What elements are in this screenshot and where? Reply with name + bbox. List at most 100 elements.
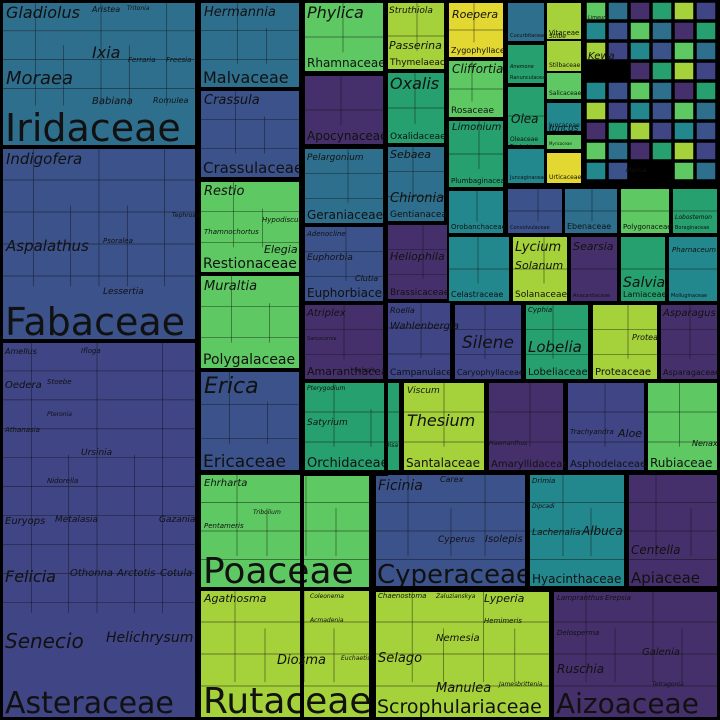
- genus-label-ehrharta: Ehrharta: [204, 478, 247, 489]
- genus-label-tetragonia: Tetragonia: [652, 681, 684, 688]
- family-label-hyacinthaceae: Hyacinthaceae: [532, 572, 621, 586]
- small-family-tile: [673, 121, 695, 141]
- family-label-zygophyllaceae: Zygophyllaceae: [451, 46, 515, 55]
- small-family-tile: [695, 1, 717, 21]
- small-family-tile: [607, 81, 629, 101]
- genus-label-manulea: Manulea: [436, 681, 491, 696]
- genus-label-babiana: Babiana: [92, 96, 133, 107]
- genus-label-senecio: Senecio: [5, 629, 84, 653]
- genus-label-thamnochortus: Thamnochortus: [204, 228, 259, 236]
- family-rect-asparagaceae: [659, 303, 719, 381]
- family-label-orchidaceae: Orchidaceae: [307, 456, 389, 471]
- genus-label-aristea: Aristea: [91, 5, 120, 14]
- genus-label-lobostemon: Lobostemon: [675, 214, 712, 221]
- family-label-asteraceae: Asteraceae: [5, 686, 174, 720]
- genus-label-acmadenia: Acmadenia: [309, 617, 344, 624]
- genus-label-limonium: Limonium: [452, 122, 502, 133]
- genus-label-ifloga: Ifloga: [81, 347, 101, 355]
- genus-label-lachenalia: Lachenalia: [532, 528, 580, 538]
- genus-label-chironia: Chironia: [390, 191, 444, 206]
- small-family-tile: [585, 81, 607, 101]
- small-family-tile: [585, 41, 607, 61]
- family-rect-urticaceae: [545, 151, 583, 185]
- small-family-tile: [607, 121, 629, 141]
- genus-label-oxalis: Oxalis: [390, 74, 439, 93]
- small-family-tile: [585, 121, 607, 141]
- genus-label-trachyandra: Trachyandra: [570, 428, 614, 436]
- family-label-rubiaceae: Rubiaceae: [650, 456, 712, 470]
- small-family-tile: [673, 61, 695, 81]
- genus-label-cyphia: Cyphia: [528, 306, 552, 314]
- family-label-polygalaceae: Polygalaceae: [203, 352, 295, 368]
- family-label-asphodelaceae: Asphodelaceae: [570, 459, 646, 470]
- family-label-solanaceae: Solanaceae: [515, 290, 567, 300]
- genus-label-ursinia: Ursinia: [81, 448, 112, 458]
- genus-label-protea: Protea: [632, 333, 658, 342]
- genus-label-albuca: Albuca: [581, 524, 623, 538]
- genus-label-crassula: Crassula: [204, 93, 260, 108]
- family-rect-amaryllidaceae: [487, 381, 565, 473]
- family-rect-cucurbitaceae: [506, 1, 546, 43]
- family-label-lobeliaceae: Lobeliaceae: [528, 367, 588, 378]
- genus-label-nemesia: Nemesia: [436, 633, 480, 644]
- genus-label-aspalathus: Aspalathus: [5, 237, 89, 255]
- genus-label-jamesbrittenia: Jamesbrittenia: [498, 681, 543, 688]
- family-label-boraginaceae: Boraginaceae: [675, 225, 709, 231]
- small-family-tile: [629, 61, 651, 81]
- genus-label-helichrysum: Helichrysum: [106, 630, 193, 646]
- small-family-tile: [673, 21, 695, 41]
- family-label-amaryllidaceae: Amaryllidaceae: [491, 459, 568, 470]
- genus-label-hypodiscus: Hypodiscus: [262, 216, 302, 224]
- family-label-vitaceae: Vitaceae: [549, 29, 579, 37]
- small-family-tile: [607, 21, 629, 41]
- genus-label-ruschia: Ruschia: [557, 662, 604, 676]
- small-family-tile: [695, 21, 717, 41]
- genus-label-cotula: Cotula: [160, 568, 192, 579]
- genus-label-anemone: Anemone: [509, 64, 534, 70]
- small-family-tile: [695, 61, 717, 81]
- small-family-tile: [673, 161, 695, 181]
- family-label-santalaceae: Santalaceae: [406, 456, 480, 470]
- genus-label-arctotis: Arctotis: [116, 568, 155, 579]
- family-rect-juncaceae: [545, 101, 583, 133]
- genus-label-atriplex: Atriplex: [306, 308, 346, 319]
- genus-label-wahlenbergia: Wahlenbergia: [390, 321, 459, 332]
- small-family-tile: [695, 101, 717, 121]
- genus-label-adenocline: Adenocline: [306, 230, 346, 238]
- genus-label-felicia: Felicia: [5, 567, 56, 586]
- genus-label-zaluzianskya: Zaluzianskya: [435, 593, 476, 600]
- small-family-tile: [695, 161, 717, 181]
- genus-label-hemimeris: Hemimeris: [484, 617, 522, 625]
- small-family-tile: [651, 81, 673, 101]
- family-label-geraniaceae: Geraniaceae: [307, 208, 383, 222]
- family-rect-proteaceae: [591, 303, 659, 381]
- small-family-tile: [607, 101, 629, 121]
- family-label-iridaceae: Iridaceae: [5, 106, 181, 150]
- family-label-polygonaceae: Polygonaceae: [623, 223, 672, 231]
- genus-label-roella: Roella: [390, 306, 415, 315]
- small-family-tile: [651, 1, 673, 21]
- family-rect-gentianaceae: [386, 145, 446, 223]
- genus-label-elegia: Elegia: [264, 243, 298, 256]
- family-label-amaranthaceae: Amaranthaceae: [307, 365, 395, 378]
- family-label-apiaceae: Apiaceae: [631, 569, 700, 587]
- genus-label-solanum: Solanum: [515, 259, 563, 272]
- small-family-tile: [607, 161, 629, 181]
- genus-label-euchaetis: Euchaetis: [341, 655, 370, 662]
- genus-label-euphorbia: Euphorbia: [307, 253, 353, 263]
- family-rect-campanulaceae: [386, 301, 452, 381]
- genus-label-salsola: Salsola: [354, 367, 376, 374]
- genus-label-silene: Silene: [462, 333, 514, 353]
- family-rect-juncaginaceae: [506, 147, 546, 185]
- family-rect-asphodelaceae: [566, 381, 646, 473]
- family-rect-geraniaceae: [303, 147, 385, 225]
- genus-label-dipcadi: Dipcadi: [532, 503, 555, 510]
- family-label-juncaginaceae: Juncaginaceae: [509, 175, 546, 181]
- genus-label-erepsia: Erepsia: [605, 594, 631, 602]
- genus-label-amellus: Amellus: [4, 347, 37, 356]
- family-label-urticaceae: Urticaceae: [549, 174, 582, 181]
- family-label-oxalidaceae: Oxalidaceae: [390, 132, 446, 142]
- family-label-caryophyllaceae: Caryophyllaceae: [457, 368, 524, 377]
- small-family-tile: [585, 1, 607, 21]
